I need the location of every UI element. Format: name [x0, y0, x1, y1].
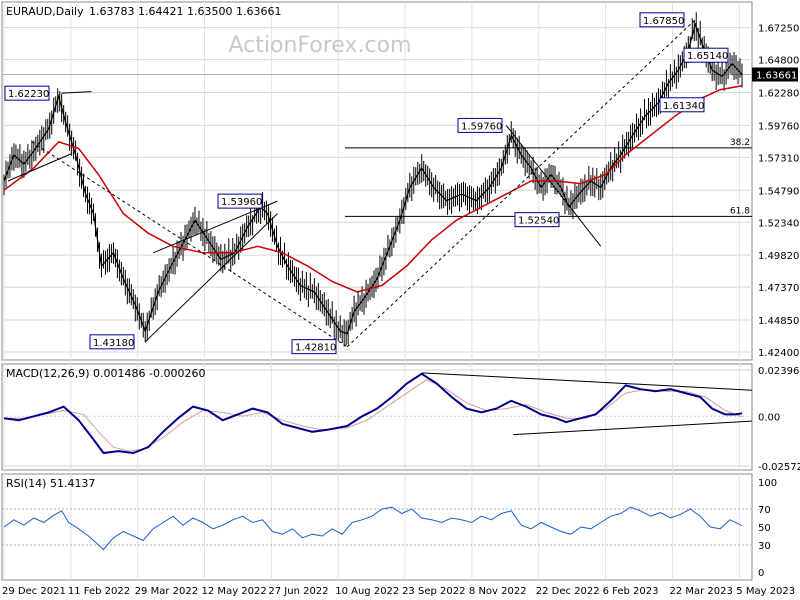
macd-y-tick: -0.025726: [758, 462, 800, 473]
price-y-tick: 1.47370: [758, 283, 799, 294]
x-tick: 22 Dec 2022: [536, 586, 600, 597]
price-y-tick: 1.64800: [758, 56, 799, 67]
price-annotation-label: 1.53960: [221, 197, 262, 208]
macd-title: MACD(12,26,9) 0.001486 -0.000260: [6, 367, 205, 380]
moving-average-line: [3, 84, 743, 293]
price-annotation-box: [217, 193, 263, 209]
rsi-y-tick: 100: [758, 478, 777, 489]
current-price-box: [752, 67, 798, 82]
macd-series: [3, 372, 753, 455]
trendline: [505, 125, 602, 247]
trendline: [31, 141, 348, 348]
macd-signal-line: [4, 379, 743, 452]
rsi-y-tick: 30: [758, 541, 771, 552]
price-y-tick: 1.57310: [758, 153, 799, 164]
price-y-tick: 1.52340: [758, 218, 799, 229]
x-tick: 29 Mar 2022: [135, 586, 198, 597]
price-annotation-box: [639, 12, 685, 28]
price-annotation-box: [4, 85, 50, 101]
x-tick: 27 Jun 2022: [268, 586, 328, 597]
x-tick: 6 Feb 2023: [603, 586, 659, 597]
rsi-panel: [1, 473, 753, 581]
trendline: [7, 153, 72, 182]
price-y-tick: 1.49820: [758, 251, 799, 262]
price-annotation-label: 1.67850: [643, 16, 684, 27]
price-annotation-box: [683, 47, 729, 63]
price-y-tick: 1.62280: [758, 89, 799, 100]
rsi-line: [3, 506, 743, 551]
price-annotation-box: [89, 334, 135, 350]
price-annotation-label: 1.65140: [687, 51, 728, 62]
watermark: ActionForex.com: [229, 33, 412, 58]
macd-panel: [1, 363, 753, 471]
price-line: [3, 22, 743, 335]
fib-level-label: 38.2: [730, 138, 750, 148]
macd-y-tick: 0.023963: [758, 366, 800, 377]
rsi-series: [3, 506, 743, 551]
rsi-y-tick: 0: [758, 568, 764, 579]
price-annotation-box: [659, 97, 705, 113]
price-annotation-label: 1.59760: [461, 121, 502, 132]
macd-trendline: [421, 372, 753, 391]
macd-y-tick: 0.00: [758, 412, 780, 423]
x-tick: 12 May 2022: [202, 586, 267, 597]
price-y-tick: 1.59760: [758, 121, 799, 132]
x-tick: 29 Dec 2021: [2, 586, 66, 597]
rsi-y-tick: 50: [758, 523, 771, 534]
price-annotation-label: 1.43180: [93, 338, 134, 349]
trendline: [346, 19, 696, 348]
current-price-label: 1.63661: [756, 71, 797, 82]
chart-title: EURAUD,Daily: [6, 5, 84, 18]
x-tick: 23 Sep 2022: [402, 586, 465, 597]
macd-trendline: [513, 420, 753, 436]
axis-labels: 1.67250 1.64800 1.62280 1.59760 1.57310 1.547…: [2, 24, 800, 597]
price-annotation-box: [291, 339, 337, 355]
price-annotation-box: [457, 117, 503, 133]
x-tick: 22 Mar 2023: [669, 586, 732, 597]
price-panel: [1, 1, 753, 361]
price-annotation-box: [514, 212, 560, 228]
price-annotation-label: 1.52540: [518, 216, 559, 227]
fib-level-label: 61.8: [730, 206, 750, 216]
trendline: [61, 91, 92, 94]
rsi-y-tick: 70: [758, 505, 771, 516]
ohlc-header: 1.63783 1.64421 1.63500 1.63661: [89, 5, 281, 18]
price-y-tick: 1.54790: [758, 186, 799, 197]
price-annotation-label: 1.61340: [663, 101, 704, 112]
x-tick: 8 Nov 2022: [469, 586, 527, 597]
price-y-tick: 1.67250: [758, 24, 799, 35]
x-tick: 10 Aug 2022: [335, 586, 399, 597]
trendline: [152, 200, 278, 254]
price-y-tick: 1.44850: [758, 316, 799, 327]
price-annotation-label: 1.42810: [295, 343, 336, 354]
macd-line: [3, 372, 743, 455]
rsi-title: RSI(14) 51.4137: [6, 477, 95, 490]
price-y-tick: 1.42400: [758, 348, 799, 359]
x-tick: 5 May 2023: [736, 586, 795, 597]
trendline: [144, 213, 278, 343]
price-annotation-label: 1.62230: [8, 89, 49, 100]
x-tick: 11 Feb 2022: [68, 586, 130, 597]
price-series: 38.2 61.8 1.63661 1.62230 1.43180 1.53960 1.42…: [2, 12, 798, 355]
